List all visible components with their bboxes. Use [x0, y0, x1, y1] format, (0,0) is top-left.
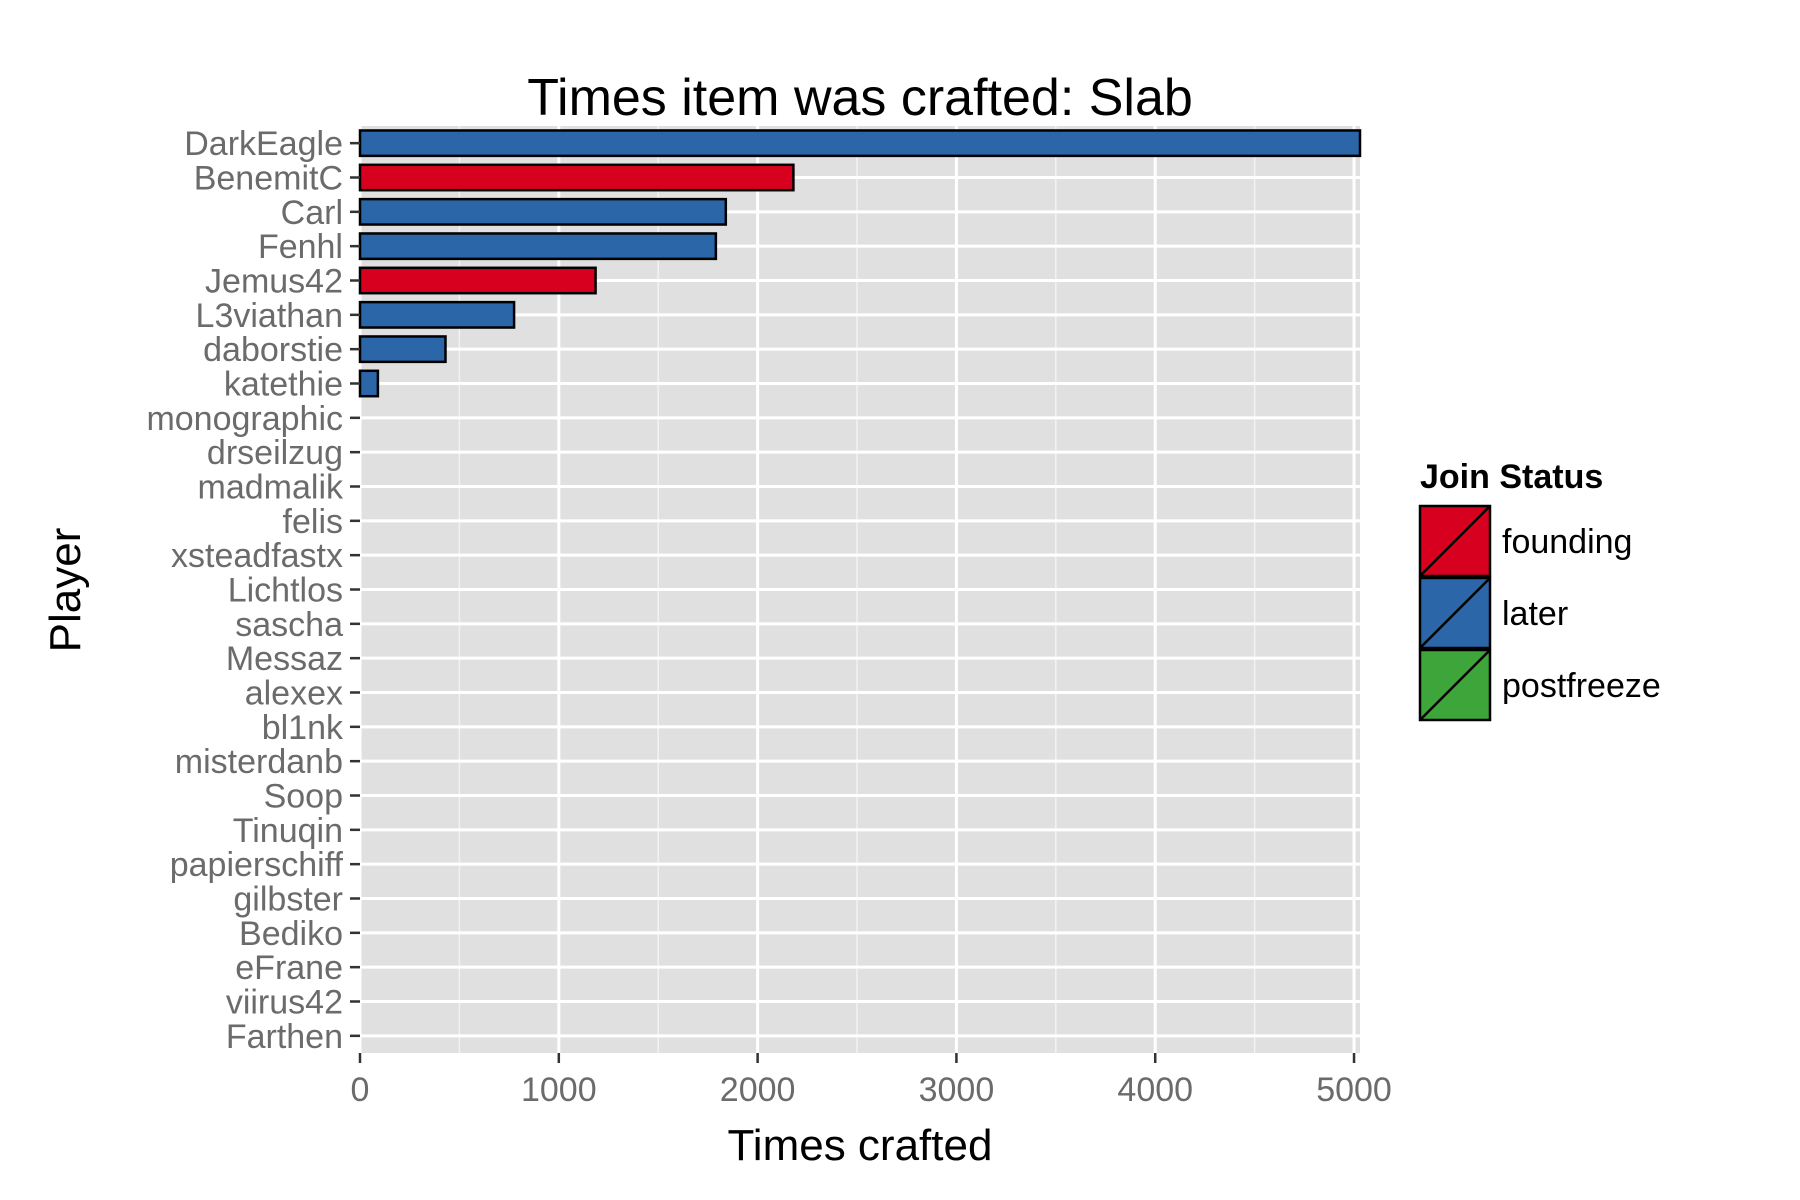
legend-key-slash: [1419, 649, 1491, 721]
y-tick-label: Jemus42: [205, 263, 343, 301]
y-tick-label: viirus42: [226, 984, 343, 1022]
legend-label: postfreeze: [1502, 667, 1661, 705]
x-tick-label: 5000: [1316, 1071, 1392, 1109]
bar-Carl: [358, 197, 728, 226]
y-tick-label: madmalik: [198, 469, 344, 507]
y-tick-label: drseilzug: [207, 434, 343, 472]
bar-BenemitC: [358, 163, 795, 192]
x-axis: 0 1000 2000 3000 4000 5000: [351, 1053, 1392, 1109]
x-tick-label: 2000: [720, 1071, 796, 1109]
y-tick-label: monographic: [146, 400, 343, 438]
legend-key-slash: [1419, 505, 1491, 577]
legend-item-later: later: [1418, 576, 1568, 650]
y-tick-label: eFrane: [235, 949, 343, 987]
y-tick-label: BenemitC: [194, 160, 343, 198]
y-tick-label: felis: [283, 503, 343, 541]
legend: Join Status founding later postfreeze: [1418, 458, 1661, 722]
bars: [358, 129, 1362, 398]
legend-key-slash: [1419, 577, 1491, 649]
y-tick-label: daborstie: [203, 331, 343, 369]
y-tick-label: Farthen: [226, 1018, 343, 1056]
x-axis-title: Times crafted: [728, 1121, 993, 1170]
y-tick-label: Bediko: [239, 915, 343, 953]
y-tick-label: Soop: [264, 778, 343, 816]
legend-label: founding: [1502, 523, 1632, 561]
chart-title: Times item was crafted: Slab: [527, 69, 1193, 127]
bar-Fenhl: [358, 232, 718, 261]
legend-title: Join Status: [1420, 458, 1603, 496]
y-tick-label: katethie: [224, 366, 343, 404]
x-tick-label: 4000: [1117, 1071, 1193, 1109]
y-tick-label: bl1nk: [262, 709, 344, 747]
y-tick-label: L3viathan: [196, 297, 343, 335]
y-tick-label: misterdanb: [175, 743, 343, 781]
bar-daborstie: [358, 335, 447, 364]
y-tick-label: Tinuqin: [233, 812, 343, 850]
bar-L3viathan: [358, 300, 516, 329]
bar-Jemus42: [358, 266, 597, 295]
y-tick-label: sascha: [235, 606, 343, 644]
y-tick-label: Messaz: [226, 640, 343, 678]
legend-item-founding: founding: [1418, 504, 1632, 578]
y-axis-title: Player: [41, 528, 90, 653]
legend-item-postfreeze: postfreeze: [1418, 648, 1661, 722]
y-tick-label: papierschiff: [170, 846, 344, 884]
bar-DarkEagle: [358, 129, 1362, 158]
y-tick-label: Lichtlos: [228, 572, 343, 610]
x-tick-label: 0: [351, 1071, 370, 1109]
x-tick-label: 1000: [521, 1071, 597, 1109]
y-tick-label: xsteadfastx: [171, 537, 343, 575]
grid-lines: [358, 126, 1360, 1053]
y-tick-label: gilbster: [233, 881, 343, 919]
bar-katethie: [358, 369, 380, 398]
y-tick-label: Carl: [281, 194, 343, 232]
y-tick-label: alexex: [245, 675, 343, 713]
y-axis: DarkEagleBenemitCCarlFenhlJemus42L3viath…: [146, 125, 360, 1056]
y-tick-label: DarkEagle: [184, 125, 343, 163]
y-tick-label: Fenhl: [258, 228, 343, 266]
legend-label: later: [1502, 595, 1568, 633]
x-tick-label: 3000: [919, 1071, 995, 1109]
